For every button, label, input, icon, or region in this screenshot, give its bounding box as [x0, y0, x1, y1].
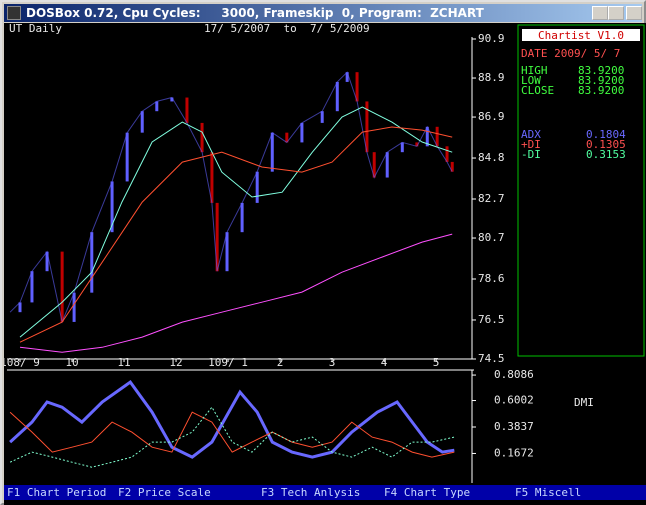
y-tick-label: 84.8	[478, 151, 505, 164]
indicator-name: +DI	[521, 138, 541, 151]
series-line	[19, 233, 453, 353]
y-tick-label: 90.9	[478, 32, 505, 45]
function-key: F5 Miscell	[515, 486, 581, 499]
function-bar	[4, 485, 646, 500]
x-tick-label: 10	[65, 356, 78, 369]
series-line	[9, 380, 455, 459]
x-tick-label: 5	[433, 356, 440, 369]
y-tick-label: 0.3837	[494, 420, 534, 433]
x-tick-label: 11	[117, 356, 130, 369]
panel-title-bg	[522, 29, 640, 41]
y-tick-label: 80.7	[478, 231, 505, 244]
series-line	[19, 106, 453, 338]
date-range: 17/ 5/2007 to 7/ 5/2009	[204, 23, 370, 35]
y-tick-label: 0.6002	[494, 394, 534, 407]
maximize-button[interactable]	[608, 6, 624, 20]
y-tick-label: 74.5	[478, 352, 505, 365]
series-line	[9, 411, 455, 458]
minimize-button[interactable]	[592, 6, 608, 20]
x-tick-label: 108/ 9	[4, 356, 40, 369]
screen: UT Daily 17/ 5/2007 to 7/ 5/2009 Chartis…	[4, 23, 646, 505]
x-tick-label: 109/ 1	[208, 356, 248, 369]
series-line	[19, 126, 453, 343]
indicator-value: 0.1305	[586, 138, 626, 151]
app-icon	[7, 6, 21, 20]
y-tick-label: 76.5	[478, 313, 505, 326]
panel-date: DATE 2009/ 5/ 7	[521, 47, 620, 60]
indicator-value: 0.3153	[586, 148, 626, 161]
panel-row-label: CLOSE	[521, 84, 554, 97]
x-tick-label: 3	[329, 356, 336, 369]
function-key: F1 Chart Period	[7, 486, 106, 499]
y-tick-label: 0.8086	[494, 368, 534, 381]
y-tick-label: 88.9	[478, 71, 505, 84]
panel-row-label: HIGH	[521, 64, 548, 77]
x-tick-label: 12	[169, 356, 182, 369]
x-tick-label: 4	[381, 356, 388, 369]
panel-title: Chartist V1.0	[538, 29, 624, 42]
screen-bg	[4, 23, 646, 505]
indicator-name: ADX	[521, 128, 541, 141]
x-tick-label: 2	[277, 356, 284, 369]
panel-row-label: LOW	[521, 74, 541, 87]
function-key: F2 Price Scale	[118, 486, 211, 499]
panel-row-value: 83.9200	[578, 84, 624, 97]
panel-row-value: 83.9200	[578, 64, 624, 77]
series-line	[9, 71, 453, 324]
y-tick-label: 0.1672	[494, 446, 534, 459]
y-tick-label: 86.9	[478, 110, 505, 123]
y-tick-label: 82.7	[478, 192, 505, 205]
dmi-label: DMI	[574, 396, 594, 409]
indicator-value: 0.1804	[586, 128, 626, 141]
panel-row-value: 83.9200	[578, 74, 624, 87]
title-bar: DOSBox 0.72, Cpu Cycles: 3000, Frameskip…	[4, 4, 642, 22]
function-key: F3 Tech Anlysis	[261, 486, 360, 499]
window-title: DOSBox 0.72, Cpu Cycles: 3000, Frameskip…	[26, 6, 484, 20]
info-panel	[517, 24, 645, 357]
close-button[interactable]	[626, 6, 642, 20]
symbol-label: UT Daily	[9, 23, 62, 35]
y-tick-label: 78.6	[478, 272, 505, 285]
function-key: F4 Chart Type	[384, 486, 470, 499]
indicator-name: -DI	[521, 148, 541, 161]
